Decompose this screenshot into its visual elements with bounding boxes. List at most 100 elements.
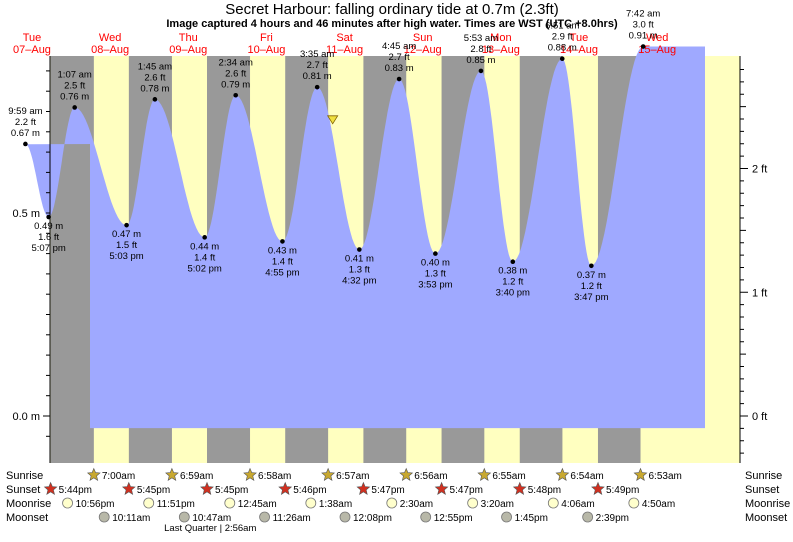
y-tick-label-ft: 2 ft bbox=[752, 164, 767, 176]
low-tide-label: 1.4 ft bbox=[194, 252, 215, 263]
sunset-row-label-right: Sunset bbox=[745, 484, 779, 496]
sunset-star-icon bbox=[121, 481, 136, 495]
moonrise-moon-icon bbox=[386, 497, 398, 509]
low-tide-label: 5:07 pm bbox=[31, 243, 65, 254]
day-of-week-label: Thu bbox=[179, 32, 198, 44]
high-tide-label: 2.5 ft bbox=[64, 80, 85, 91]
moonset-moon-icon bbox=[98, 511, 110, 523]
high-tide-label: 7:42 am bbox=[626, 9, 660, 20]
moonset-row-label-right: Moonset bbox=[745, 512, 787, 524]
moonrise-row-label-left: Moonrise bbox=[6, 498, 51, 510]
date-label: 15–Aug bbox=[638, 44, 676, 56]
date-label: 12–Aug bbox=[404, 44, 442, 56]
high-tide-point bbox=[640, 44, 646, 49]
high-tide-label: 5:53 am bbox=[464, 33, 498, 44]
high-tide-label: 0.91 m bbox=[629, 31, 658, 42]
moonrise-moon-icon bbox=[62, 497, 73, 509]
moonrise-time: 11:51pm bbox=[157, 499, 195, 510]
high-tide-label: 2.2 ft bbox=[15, 117, 36, 128]
day-of-week-label: Mon bbox=[490, 32, 511, 44]
moonset-moon-icon bbox=[582, 511, 594, 523]
sunset-time: 5:45pm bbox=[137, 485, 170, 496]
high-tide-label: 1:45 am bbox=[138, 61, 172, 72]
high-tide-point bbox=[72, 105, 77, 110]
sunset-time: 5:44pm bbox=[59, 485, 92, 496]
sunset-star-icon bbox=[43, 481, 58, 495]
low-tide-label: 0.40 m bbox=[421, 258, 450, 269]
low-tide-label: 1.5 ft bbox=[116, 240, 137, 251]
high-tide-label: 6:51 am bbox=[545, 21, 579, 32]
moonrise-time: 2:30am bbox=[400, 499, 433, 510]
high-tide-label: 4:45 am bbox=[382, 41, 416, 52]
high-tide-point bbox=[23, 141, 28, 147]
sunrise-time: 6:54am bbox=[570, 471, 603, 482]
sunset-time: 5:48pm bbox=[528, 485, 561, 496]
low-tide-label: 3:53 pm bbox=[418, 280, 452, 291]
low-tide-label: 0.47 m bbox=[112, 229, 141, 240]
high-tide-label: 0.76 m bbox=[60, 91, 89, 102]
day-of-week-label: Tue bbox=[570, 32, 589, 44]
y-tick-label-ft: 1 ft bbox=[752, 287, 767, 299]
axes: 0.0 m 0.5 m 0 ft 1 ft 2 ft bbox=[12, 56, 767, 463]
moon-phase-label: Last Quarter | 2:56am bbox=[164, 523, 256, 534]
high-tide-label: 2:34 am bbox=[219, 57, 253, 68]
moonset-time: 12:55pm bbox=[434, 513, 473, 524]
sunset-row-label-left: Sunset bbox=[6, 484, 40, 496]
y-tick-label-m: 0.5 m bbox=[12, 208, 40, 220]
moonset-time: 10:47am bbox=[192, 513, 231, 524]
date-label: 13–Aug bbox=[482, 44, 520, 56]
high-tide-point bbox=[152, 97, 158, 102]
low-tide-label: 0.41 m bbox=[345, 254, 374, 265]
date-label: 11–Aug bbox=[326, 44, 363, 56]
sun-moon-table: Sunrise Sunrise 7:00am 6:59am 6:58am 6:57am 6:… bbox=[6, 467, 790, 534]
extreme-labels: 9:59 am2.2 ft0.67 m 0.49 m1.6 ft5:07 pm 1:… bbox=[8, 9, 660, 303]
sunrise-star-icon bbox=[477, 467, 492, 481]
high-tide-label: 9:59 am bbox=[8, 106, 42, 117]
sunrise-time: 6:57am bbox=[336, 471, 369, 482]
moonset-moon-icon bbox=[339, 511, 351, 523]
sunset-star-icon bbox=[434, 481, 449, 495]
low-tide-label: 1.2 ft bbox=[502, 277, 523, 288]
moonset-moon-icon bbox=[178, 511, 190, 523]
low-tide-label: 5:03 pm bbox=[109, 251, 143, 262]
moonrise-row-label-right: Moonrise bbox=[745, 498, 790, 510]
date-label: 07–Aug bbox=[13, 44, 51, 56]
moonset-time: 12:08pm bbox=[353, 513, 392, 524]
low-tide-label: 0.38 m bbox=[498, 266, 527, 277]
moonrise-moon-icon bbox=[224, 497, 236, 509]
low-tide-point bbox=[357, 247, 362, 252]
moonrise-time: 4:06am bbox=[561, 499, 594, 510]
high-tide-label: 0.81 m bbox=[303, 71, 332, 82]
high-tide-label: 0.88 m bbox=[548, 43, 577, 54]
day-of-week-label: Wed bbox=[646, 32, 668, 44]
sunrise-star-icon bbox=[633, 467, 648, 481]
high-tide-label: 0.78 m bbox=[140, 83, 169, 94]
moonrise-moon-icon bbox=[628, 497, 640, 509]
high-tide-label: 2.9 ft bbox=[552, 32, 573, 43]
day-of-week-label: Tue bbox=[23, 32, 42, 44]
chart-title: Secret Harbour: falling ordinary tide at… bbox=[225, 1, 559, 18]
moonset-time: 10:11am bbox=[112, 513, 150, 524]
high-tide-label: 0.79 m bbox=[221, 79, 250, 90]
moonrise-moon-icon bbox=[547, 497, 559, 509]
y-tick-label-m: 0.0 m bbox=[12, 411, 40, 423]
low-tide-label: 1.2 ft bbox=[581, 281, 602, 292]
low-tide-point bbox=[280, 239, 285, 244]
sunrise-time: 6:53am bbox=[649, 471, 682, 482]
sunrise-time: 6:55am bbox=[492, 471, 525, 482]
sunrise-star-icon bbox=[321, 467, 336, 481]
date-label: 08–Aug bbox=[91, 44, 129, 56]
moonrise-time: 12:45am bbox=[238, 499, 277, 510]
sunrise-star-icon bbox=[555, 467, 570, 481]
moonrise-moon-icon bbox=[467, 497, 479, 509]
low-tide-label: 1.6 ft bbox=[38, 232, 59, 243]
low-tide-point bbox=[124, 222, 129, 228]
sunrise-time: 6:58am bbox=[258, 471, 291, 482]
low-tide-label: 1.3 ft bbox=[349, 265, 370, 276]
moonrise-time: 4:50am bbox=[642, 499, 675, 510]
moonset-moon-icon bbox=[420, 511, 432, 523]
sunset-star-icon bbox=[512, 481, 527, 495]
high-tide-label: 3:35 am bbox=[300, 49, 334, 60]
